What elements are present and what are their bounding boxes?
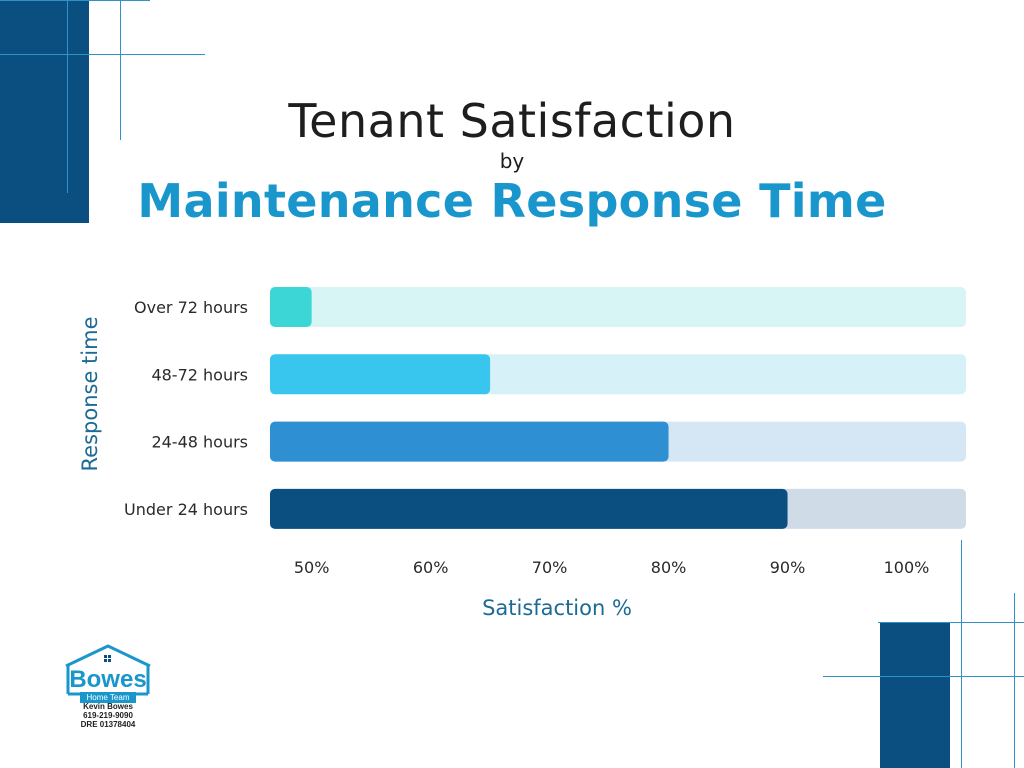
bar [270, 354, 491, 395]
x-tick-label: 60% [413, 558, 449, 577]
bar-track [270, 287, 966, 327]
decor-line-bottom-right-h2 [878, 622, 1024, 623]
decor-line-top-left-v1 [67, 0, 68, 193]
y-axis-title: Response time [78, 317, 102, 472]
x-tick-label: 80% [651, 558, 687, 577]
category-label: Over 72 hours [134, 298, 248, 317]
bar [270, 488, 788, 529]
bars-layer [270, 287, 966, 529]
category-label: Under 24 hours [124, 500, 248, 519]
decor-line-top-left-h2 [0, 0, 150, 1]
decor-line-bottom-right-v2 [1014, 593, 1015, 768]
x-tick-label: 100% [884, 558, 930, 577]
chart-subtitle: Maintenance Response Time [137, 174, 887, 228]
house-outline-icon [65, 644, 151, 696]
decor-line-top-left-v2 [120, 0, 121, 140]
logo-name: Bowes [69, 666, 147, 693]
bar [270, 421, 669, 462]
x-tick-label: 90% [770, 558, 806, 577]
decor-block-bottom-right [880, 623, 950, 768]
x-tick-label: 50% [294, 558, 330, 577]
logo-phone: 619-219-9090 [83, 711, 133, 720]
x-tick-labels: 50% 60% 70% 80% 90% 100% [294, 558, 930, 577]
x-tick-label: 70% [532, 558, 568, 577]
logo-team: Home Team [80, 692, 136, 703]
decor-block-top-left [0, 0, 89, 223]
decor-line-top-left-h [0, 54, 205, 55]
x-axis-title: Satisfaction % [482, 596, 632, 620]
category-labels: Over 72 hours 48-72 hours 24-48 hours Under… [124, 298, 248, 519]
chart-title: Tenant Satisfaction [288, 94, 736, 148]
category-label: 24-48 hours [151, 433, 248, 452]
decor-line-bottom-right-h1 [823, 676, 1024, 677]
bar [270, 287, 312, 327]
logo-person: Kevin Bowes [83, 702, 133, 711]
brand-logo: Bowes Home Team Kevin Bowes 619-219-9090… [60, 644, 156, 729]
logo-license: DRE 01378404 [80, 720, 136, 729]
chart-title-connector: by [499, 149, 525, 173]
decor-line-bottom-right-v1 [961, 540, 962, 768]
category-label: 48-72 hours [151, 365, 248, 384]
